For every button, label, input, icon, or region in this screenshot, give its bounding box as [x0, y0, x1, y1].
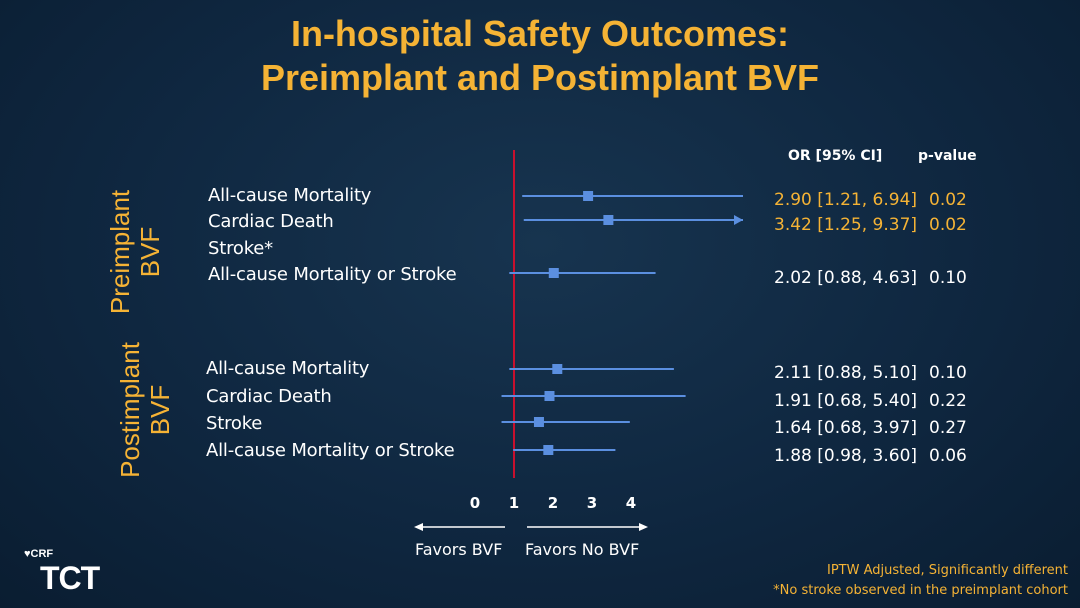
x-tick-label-4: 4	[626, 494, 636, 512]
crf-logo: ♥CRF	[24, 548, 53, 560]
x-tick-label-3: 3	[587, 494, 597, 512]
x-tick-label-2: 2	[548, 494, 558, 512]
heart-icon: ♥	[24, 548, 31, 560]
footnote-iptw: IPTW Adjusted, Significantly different	[826, 563, 1068, 578]
row-label-pre-cardiac-death: Cardiac Death	[208, 211, 334, 232]
row-label-post-mortality-or-stroke: All-cause Mortality or Stroke	[206, 440, 455, 461]
or-value-post-stroke: 1.64 [0.68, 3.97]	[774, 418, 918, 438]
point-estimate-6	[533, 417, 544, 427]
or-value-post-mortality-or-stroke: 1.88 [0.98, 3.60]	[774, 446, 918, 466]
ci-arrow-1	[734, 215, 743, 225]
tct-logo: TCT	[40, 560, 100, 596]
crf-logo-text: CRF	[30, 548, 54, 560]
p-value-post-stroke: 0.27	[929, 418, 967, 438]
favors-left-arrow-head	[414, 523, 423, 531]
point-estimate-5	[544, 391, 555, 401]
footnote-stroke: *No stroke observed in the preimplant co…	[773, 583, 1068, 598]
p-value-pre-mortality: 0.02	[929, 190, 967, 210]
p-value-post-cardiac-death: 0.22	[929, 391, 967, 411]
row-label-pre-mortality-or-stroke: All-cause Mortality or Stroke	[208, 264, 457, 285]
point-estimate-1	[603, 215, 614, 225]
point-estimate-4	[552, 364, 563, 374]
or-value-post-cardiac-death: 1.91 [0.68, 5.40]	[774, 391, 918, 411]
header-or-ci: OR [95% CI]	[788, 148, 883, 164]
p-value-pre-mortality-or-stroke: 0.10	[929, 268, 967, 288]
or-value-pre-mortality-or-stroke: 2.02 [0.88, 4.63]	[774, 268, 918, 288]
point-estimate-7	[543, 445, 554, 455]
p-value-post-mortality: 0.10	[929, 363, 967, 383]
header-p-value: p-value	[918, 148, 977, 164]
point-estimate-0	[583, 191, 594, 201]
or-value-pre-cardiac-death: 3.42 [1.25, 9.37]	[774, 215, 918, 235]
x-tick-label-1: 1	[509, 494, 519, 512]
row-label-post-stroke: Stroke	[206, 413, 263, 434]
row-label-pre-mortality: All-cause Mortality	[208, 185, 372, 206]
or-value-post-mortality: 2.11 [0.88, 5.10]	[774, 363, 918, 383]
favors-right-arrow-head	[639, 523, 648, 531]
p-value-pre-cardiac-death: 0.02	[929, 215, 967, 235]
row-label-post-cardiac-death: Cardiac Death	[206, 386, 332, 407]
row-label-pre-stroke: Stroke*	[208, 238, 273, 259]
favors-no-bvf-label: Favors No BVF	[525, 540, 640, 559]
or-value-pre-mortality: 2.90 [1.21, 6.94]	[774, 190, 918, 210]
title-line-1: In-hospital Safety Outcomes:	[290, 13, 790, 54]
p-value-post-mortality-or-stroke: 0.06	[929, 446, 967, 466]
title-line-2: Preimplant and Postimplant BVF	[260, 57, 820, 98]
slide-title: In-hospital Safety Outcomes: Preimplant …	[0, 12, 1080, 100]
point-estimate-3	[548, 268, 559, 278]
row-label-post-mortality: All-cause Mortality	[206, 358, 370, 379]
x-tick-label-0: 0	[470, 494, 480, 512]
favors-bvf-label: Favors BVF	[415, 540, 503, 559]
